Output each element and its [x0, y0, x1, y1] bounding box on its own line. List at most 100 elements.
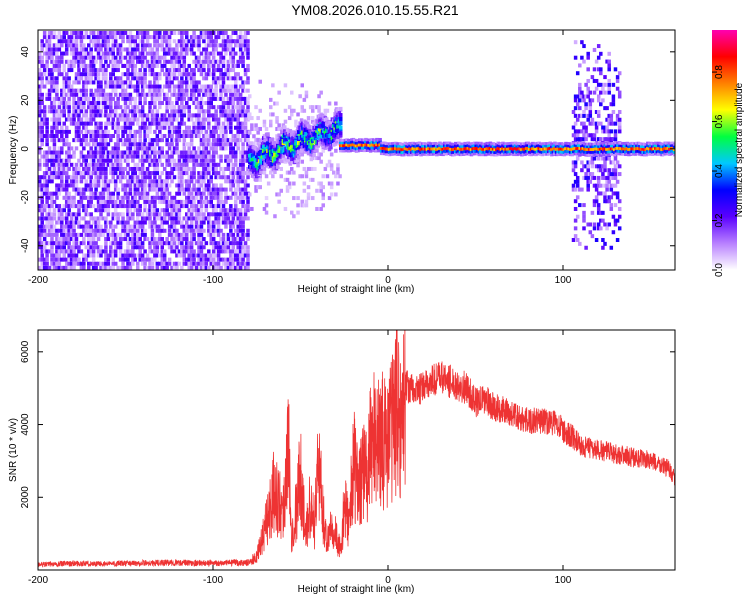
heat-cell: [304, 94, 309, 99]
heat-cell: [150, 138, 155, 143]
heat-cell: [175, 237, 179, 242]
heat-cell: [160, 237, 164, 242]
heat-cell: [128, 150, 133, 155]
heat-cell: [101, 187, 106, 192]
heat-cell: [94, 216, 98, 221]
heat-cell: [91, 253, 96, 258]
heat-cell: [304, 199, 309, 204]
heat-cell: [111, 224, 115, 229]
heat-cell: [109, 220, 113, 225]
heat-cell: [226, 220, 231, 225]
heat-cell: [611, 230, 616, 235]
heat-cell: [209, 195, 213, 200]
heat-cell: [64, 249, 69, 254]
heat-cell: [82, 125, 86, 130]
heat-cell: [269, 170, 273, 175]
heat-cell: [145, 253, 150, 258]
heat-cell: [52, 43, 57, 48]
heat-cell: [202, 68, 206, 73]
heat-cell: [153, 105, 157, 110]
heat-cell: [578, 86, 582, 91]
heat-cell: [202, 171, 206, 176]
heat-cell: [116, 162, 120, 167]
heat-cell: [243, 80, 248, 85]
heat-cell: [339, 106, 343, 111]
heat-cell: [241, 63, 245, 68]
heat-cell: [60, 125, 64, 130]
heat-cell: [72, 195, 76, 200]
heat-cell: [101, 232, 106, 237]
heat-cell: [211, 232, 216, 237]
heat-cell: [216, 30, 221, 35]
heat-cell: [121, 35, 125, 40]
heat-cell: [104, 237, 108, 242]
heat-cell: [153, 117, 157, 122]
heat-cell: [131, 150, 135, 155]
heat-cell: [74, 101, 79, 106]
heat-cell: [167, 121, 172, 126]
heat-cell: [283, 159, 288, 164]
heat-cell: [138, 80, 142, 85]
heat-cell: [45, 142, 49, 147]
heat-cell: [199, 228, 204, 233]
heat-cell: [40, 195, 44, 200]
heat-cell: [209, 101, 213, 106]
heat-cell: [91, 72, 96, 77]
heat-cell: [172, 47, 177, 52]
heat-cell: [84, 171, 89, 176]
heat-cell: [241, 150, 245, 155]
heat-cell: [140, 55, 145, 60]
heat-cell: [172, 158, 177, 163]
heat-cell: [91, 245, 96, 250]
heat-cell: [64, 76, 69, 81]
heat-cell: [217, 270, 221, 274]
heat-cell: [586, 179, 590, 184]
heat-cell: [194, 35, 199, 40]
heat-cell: [140, 187, 145, 192]
heat-cell: [96, 88, 101, 93]
heat-cell: [140, 35, 145, 40]
heat-cell: [40, 208, 44, 213]
heat-cell: [96, 80, 101, 85]
heat-cell: [42, 109, 47, 114]
heat-cell: [101, 175, 106, 180]
heat-cell: [136, 30, 140, 35]
heat-cell: [57, 183, 62, 188]
heat-cell: [60, 212, 64, 217]
heat-cell: [170, 59, 174, 64]
heat-cell: [57, 175, 62, 180]
heat-cell: [170, 166, 174, 171]
heat-cell: [167, 113, 172, 118]
heat-cell: [74, 39, 79, 44]
heat-cell: [216, 204, 221, 209]
heat-cell: [315, 188, 319, 193]
heat-cell: [264, 163, 269, 168]
heat-cell: [60, 150, 64, 155]
heat-cell: [216, 138, 221, 143]
heat-cell: [594, 125, 599, 130]
heat-cell: [189, 191, 194, 196]
heat-cell: [202, 228, 206, 233]
heat-cell: [126, 228, 130, 233]
heat-cell: [87, 261, 91, 266]
heat-cell: [158, 92, 162, 97]
heat-cell: [118, 166, 123, 171]
heat-cell: [123, 105, 128, 110]
heat-cell: [138, 138, 142, 143]
heat-cell: [207, 88, 211, 93]
heat-cell: [172, 175, 177, 180]
heat-cell: [231, 51, 236, 56]
heat-cell: [599, 82, 603, 87]
heat-cell: [221, 245, 226, 250]
heat-cell: [588, 113, 593, 118]
heat-cell: [96, 224, 101, 229]
heat-cell: [582, 98, 586, 103]
heat-cell: [60, 249, 64, 254]
heat-cell: [319, 159, 323, 164]
heat-cell: [182, 158, 187, 163]
heat-cell: [241, 142, 245, 147]
heat-cell: [325, 117, 329, 122]
heat-cell: [40, 204, 44, 209]
heat-cell: [596, 179, 601, 184]
heat-cell: [52, 146, 57, 151]
